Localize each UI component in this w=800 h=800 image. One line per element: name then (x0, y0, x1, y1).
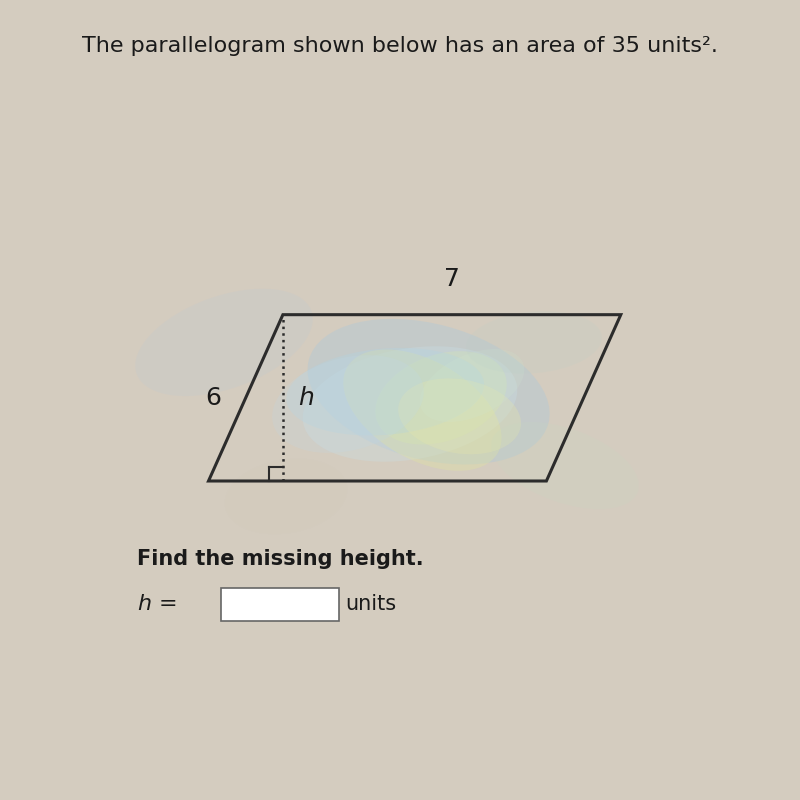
Ellipse shape (272, 355, 424, 453)
Ellipse shape (135, 289, 313, 396)
Ellipse shape (491, 422, 639, 509)
Ellipse shape (398, 378, 521, 454)
Ellipse shape (466, 311, 602, 374)
Ellipse shape (343, 350, 502, 471)
Ellipse shape (420, 349, 524, 422)
Text: 7: 7 (444, 267, 460, 291)
Ellipse shape (225, 458, 347, 534)
Text: The parallelogram shown below has an area of 35 units².: The parallelogram shown below has an are… (82, 36, 718, 56)
Ellipse shape (286, 348, 484, 435)
Text: $h$ =: $h$ = (138, 594, 177, 614)
Bar (221, 587, 338, 621)
Ellipse shape (375, 351, 506, 445)
Text: Find the missing height.: Find the missing height. (138, 549, 424, 569)
Text: units: units (345, 594, 396, 614)
Ellipse shape (307, 319, 550, 465)
Text: h: h (298, 386, 314, 410)
Text: 6: 6 (205, 386, 221, 410)
Ellipse shape (302, 346, 518, 462)
